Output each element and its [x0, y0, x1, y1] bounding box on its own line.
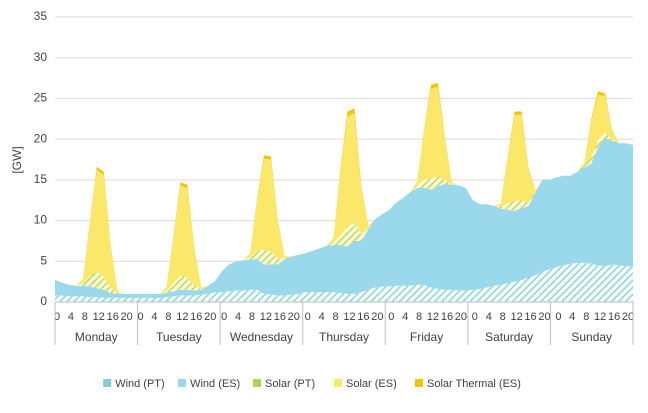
x-tick-label: 8: [82, 311, 88, 323]
area: [55, 137, 633, 298]
x-tick-label: 16: [357, 311, 369, 323]
day-label: Sunday: [571, 330, 612, 344]
y-tick-label: 15: [34, 172, 48, 186]
x-tick-label: 20: [455, 311, 467, 323]
x-tick-label: 20: [288, 311, 300, 323]
day-label: Tuesday: [156, 330, 202, 344]
x-tick-label: 12: [594, 311, 606, 323]
areas: [55, 82, 633, 302]
x-tick-label: 20: [371, 311, 383, 323]
area: [55, 262, 633, 302]
x-tick-label: 4: [235, 311, 241, 323]
area: [55, 87, 633, 294]
y-axis-label: [GW]: [10, 146, 24, 173]
y-tick-label: 25: [34, 91, 48, 105]
legend: Wind (PT) Wind (ES) Solar (PT) Solar (ES) So…: [103, 378, 521, 390]
x-tick-label: 16: [524, 311, 536, 323]
legend-swatch: [178, 379, 187, 387]
y-tick-label: 20: [34, 131, 48, 145]
day-label: Wednesday: [230, 330, 293, 344]
legend-swatch: [103, 379, 112, 387]
x-tick-label: 4: [486, 311, 492, 323]
x-tick-label: 20: [121, 311, 133, 323]
x-tick-label: 16: [274, 311, 286, 323]
x-tick-label: 20: [204, 311, 216, 323]
x-tick-label: 0: [388, 311, 394, 323]
x-tick-label: 4: [569, 311, 575, 323]
x-tick-label: 8: [583, 311, 589, 323]
x-tick-label: 12: [176, 311, 188, 323]
x-tick-label: 0: [221, 311, 227, 323]
day-label: Thursday: [319, 330, 369, 344]
y-tick-label: 30: [34, 50, 48, 64]
x-tick-label: 0: [305, 311, 311, 323]
x-tick-label: 12: [510, 311, 522, 323]
legend-swatch: [253, 379, 261, 387]
y-tick-label: 0: [40, 294, 47, 308]
x-tick-label: 12: [343, 311, 355, 323]
legend-label: Solar Thermal (ES): [427, 378, 521, 390]
x-tick-label: 0: [54, 311, 60, 323]
x-tick-label: 12: [260, 311, 272, 323]
x-tick-label: 12: [93, 311, 105, 323]
x-tick-label: 8: [416, 311, 422, 323]
x-tick-label: 12: [427, 311, 439, 323]
x-tick-label: 20: [622, 311, 634, 323]
legend-label: Solar (PT): [265, 378, 315, 390]
day-label: Saturday: [485, 330, 533, 344]
y-tick-label: 10: [34, 213, 48, 227]
y-tick-label: 35: [34, 9, 48, 23]
x-tick-label: 4: [68, 311, 74, 323]
x-tick-label: 8: [249, 311, 255, 323]
x-tick-label: 8: [500, 311, 506, 323]
legend-swatch: [415, 379, 423, 387]
x-tick-label: 8: [165, 311, 171, 323]
y-tick-label: 5: [40, 253, 47, 267]
x-tick-label: 16: [107, 311, 119, 323]
x-tick-label: 4: [402, 311, 408, 323]
day-label: Monday: [75, 330, 118, 344]
x-tick-label: 20: [538, 311, 550, 323]
x-tick-label: 0: [472, 311, 478, 323]
x-tick-label: 16: [441, 311, 453, 323]
x-tick-label: 8: [332, 311, 338, 323]
x-tick-label: 16: [190, 311, 202, 323]
x-tick-label: 0: [555, 311, 561, 323]
legend-label: Solar (ES): [346, 378, 397, 390]
legend-label: Wind (PT): [115, 378, 165, 390]
legend-swatch: [334, 379, 342, 387]
legend-label: Wind (ES): [190, 378, 240, 390]
day-label: Friday: [410, 330, 443, 344]
x-tick-label: 4: [151, 311, 157, 323]
x-tick-label: 4: [319, 311, 325, 323]
x-tick-label: 16: [608, 311, 620, 323]
x-tick-label: 0: [138, 311, 144, 323]
